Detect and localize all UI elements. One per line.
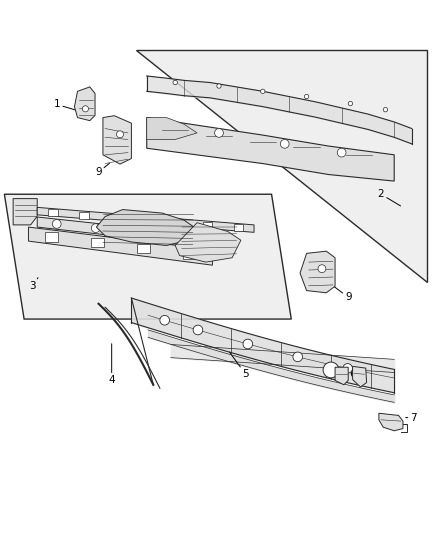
Circle shape [53,220,61,228]
Polygon shape [353,366,367,387]
Polygon shape [136,50,427,282]
Polygon shape [379,413,403,431]
Circle shape [131,228,139,237]
Circle shape [323,362,339,378]
Bar [183,249,196,259]
Circle shape [337,148,346,157]
Circle shape [208,236,217,245]
Polygon shape [300,251,335,293]
Bar [48,209,57,216]
Bar [172,219,181,226]
Circle shape [304,94,309,99]
Polygon shape [13,199,37,225]
Bar [110,214,120,221]
Circle shape [193,325,203,335]
Circle shape [261,89,265,93]
Polygon shape [74,87,95,120]
Circle shape [217,84,221,88]
Polygon shape [4,194,291,319]
Polygon shape [37,207,254,232]
Circle shape [92,224,100,232]
Text: 3: 3 [29,278,38,291]
Bar [45,232,58,242]
Text: 6: 6 [346,369,356,379]
Polygon shape [37,217,232,249]
Circle shape [243,339,253,349]
Polygon shape [147,118,394,181]
Bar [234,224,244,231]
Text: 2: 2 [378,189,401,206]
Circle shape [215,128,223,138]
Circle shape [383,108,388,112]
Circle shape [169,232,178,241]
Text: 5: 5 [230,352,249,379]
Polygon shape [103,116,131,164]
Circle shape [343,364,353,373]
Text: 9: 9 [333,286,352,302]
Text: 4: 4 [108,344,115,385]
Text: 1: 1 [53,100,76,110]
Circle shape [117,131,124,138]
Bar [91,238,104,247]
Polygon shape [28,227,212,265]
Circle shape [82,106,88,112]
Circle shape [280,140,289,148]
Text: 7: 7 [406,413,417,423]
Circle shape [160,316,170,325]
Circle shape [293,352,303,362]
Bar [79,212,88,219]
Circle shape [348,101,353,106]
Circle shape [173,80,177,85]
Circle shape [318,265,326,273]
Bar [137,244,150,253]
Polygon shape [147,118,197,140]
Text: 9: 9 [95,163,110,177]
Bar [203,222,212,229]
Polygon shape [335,367,348,385]
Polygon shape [96,209,197,246]
Bar [141,216,150,223]
Polygon shape [175,223,241,262]
